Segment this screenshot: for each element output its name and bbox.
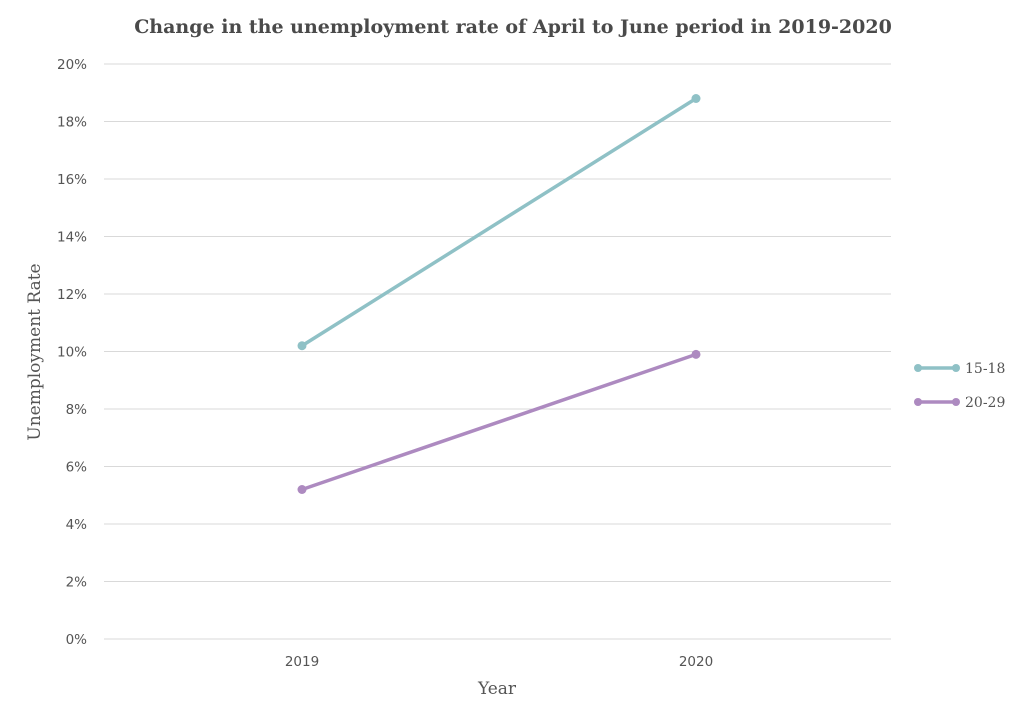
data-point [691,349,701,359]
y-tick-label: 16% [57,172,87,188]
legend-label: 15-18 [965,361,1005,377]
x-tick-label: 2019 [285,654,319,670]
y-tick-label: 12% [57,287,87,303]
x-axis-ticks: 2019 2020 [285,654,713,670]
y-tick-label: 0% [66,632,88,648]
series-lines [297,94,701,494]
y-tick-label: 10% [57,345,87,361]
y-tick-label: 20% [57,57,87,73]
data-point [297,485,307,494]
legend-marker [914,364,922,372]
legend-marker [952,398,960,406]
legend: 15-18 20-29 [914,361,1005,411]
series-line [300,352,698,492]
legend-label: 20-29 [965,395,1005,411]
y-tick-label: 4% [66,517,88,533]
data-point [691,94,701,103]
y-tick-label: 6% [66,460,88,476]
x-axis-title: Year [477,679,517,699]
y-axis-title: Unemployment Rate [25,263,45,440]
data-point [297,341,307,351]
y-axis-ticks: 0% 2% 4% 6% 8% 10% 12% 14% 16% 18% 20% [57,57,87,648]
y-tick-label: 2% [66,575,88,591]
y-tick-label: 18% [57,115,87,131]
series-line [300,96,698,348]
x-tick-label: 2020 [679,654,713,670]
chart-title: Change in the unemployment rate of April… [134,16,892,38]
y-tick-label: 8% [66,402,88,418]
legend-marker [952,364,960,372]
y-tick-label: 14% [57,230,87,246]
legend-marker [914,398,922,406]
gridlines [104,63,891,640]
